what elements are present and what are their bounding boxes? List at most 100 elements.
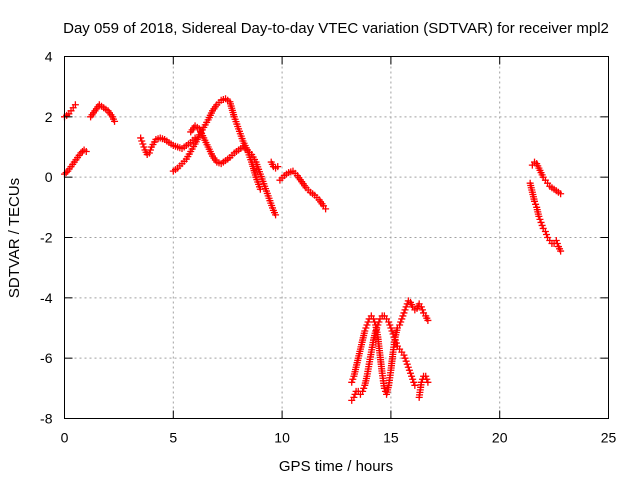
series-arc-l bbox=[528, 158, 565, 198]
data-point bbox=[350, 393, 358, 401]
data-point bbox=[410, 378, 418, 386]
data-point bbox=[359, 387, 367, 395]
data-point bbox=[404, 363, 412, 371]
data-point bbox=[409, 375, 417, 383]
data-point bbox=[401, 306, 409, 314]
data-point bbox=[82, 148, 90, 156]
data-point bbox=[402, 357, 410, 365]
data-point bbox=[400, 351, 408, 359]
data-point bbox=[396, 321, 404, 329]
data-point bbox=[364, 318, 372, 326]
y-axis-label: SDTVAR / TECUs bbox=[6, 178, 23, 298]
data-point bbox=[322, 205, 330, 213]
data-point bbox=[369, 315, 377, 323]
data-point bbox=[403, 360, 411, 368]
grid-lines bbox=[64, 56, 609, 419]
data-point bbox=[371, 318, 379, 326]
data-point bbox=[402, 303, 410, 311]
x-tick-label: 25 bbox=[601, 430, 617, 446]
series-arc-j bbox=[348, 297, 432, 398]
data-point bbox=[537, 218, 545, 226]
data-point bbox=[424, 316, 432, 324]
series-arc-m bbox=[526, 179, 565, 255]
data-point bbox=[552, 237, 560, 245]
data-point bbox=[388, 327, 396, 335]
data-point bbox=[417, 303, 425, 311]
data-point bbox=[399, 312, 407, 320]
data-point bbox=[140, 143, 148, 151]
data-point bbox=[542, 230, 550, 238]
y-tick-label: -4 bbox=[40, 290, 53, 306]
series-arc-k bbox=[415, 372, 432, 401]
data-point bbox=[531, 197, 539, 205]
series-arc-b bbox=[61, 146, 90, 178]
data-point bbox=[532, 200, 540, 208]
data-point bbox=[400, 309, 408, 317]
data-point bbox=[423, 375, 431, 383]
data-point bbox=[272, 211, 280, 219]
y-tick-label: -8 bbox=[40, 411, 53, 427]
data-point bbox=[361, 327, 369, 335]
data-point bbox=[77, 149, 85, 157]
data-point bbox=[111, 117, 119, 125]
data-point bbox=[401, 354, 409, 362]
data-point bbox=[403, 300, 411, 308]
data-point bbox=[411, 381, 419, 389]
data-point bbox=[387, 324, 395, 332]
data-point bbox=[349, 375, 357, 383]
x-axis-label: GPS time / hours bbox=[279, 458, 393, 475]
data-point bbox=[380, 384, 388, 392]
data-point bbox=[137, 134, 145, 142]
y-tick-label: 4 bbox=[45, 49, 53, 65]
axis-ticks bbox=[64, 56, 609, 419]
series-arc-d bbox=[137, 134, 199, 159]
data-point bbox=[146, 146, 154, 154]
y-tick-label: -6 bbox=[40, 350, 53, 366]
data-point bbox=[362, 324, 370, 332]
data-point bbox=[62, 169, 70, 177]
y-tick-labels: -8 -6 -4 -2 0 2 4 bbox=[40, 49, 53, 427]
data-point bbox=[408, 372, 416, 380]
x-tick-label: 5 bbox=[169, 430, 177, 446]
data-point bbox=[71, 101, 79, 109]
x-tick-label: 0 bbox=[61, 430, 69, 446]
series-arc-i bbox=[348, 312, 419, 404]
series-arc-f bbox=[187, 122, 280, 219]
data-point bbox=[363, 321, 371, 329]
data-point bbox=[385, 318, 393, 326]
x-tick-labels: 0 5 10 15 20 25 bbox=[61, 430, 617, 446]
y-tick-label: -2 bbox=[40, 230, 53, 246]
y-tick-label: 2 bbox=[45, 109, 53, 125]
x-tick-label: 10 bbox=[274, 430, 290, 446]
data-marks bbox=[61, 95, 565, 404]
data-point bbox=[145, 149, 153, 157]
data-point bbox=[557, 247, 565, 255]
data-point bbox=[538, 221, 546, 229]
data-point bbox=[406, 369, 414, 377]
x-tick-label: 20 bbox=[492, 430, 508, 446]
series-arc-c bbox=[87, 101, 119, 125]
series-arc-h bbox=[276, 167, 330, 213]
data-point bbox=[418, 306, 426, 314]
data-point bbox=[386, 321, 394, 329]
data-point bbox=[139, 140, 147, 148]
chart-title: Day 059 of 2018, Sidereal Day-to-day VTE… bbox=[63, 20, 609, 37]
data-point bbox=[348, 378, 356, 386]
y-tick-label: 0 bbox=[45, 169, 53, 185]
data-point bbox=[424, 378, 432, 386]
series-arc-g bbox=[267, 158, 282, 172]
data-point bbox=[405, 366, 413, 374]
data-point bbox=[138, 137, 146, 145]
data-point bbox=[536, 215, 544, 223]
data-point bbox=[535, 212, 543, 220]
series-arc-a bbox=[61, 101, 79, 121]
data-point bbox=[553, 240, 561, 248]
data-point bbox=[397, 318, 405, 326]
data-point bbox=[398, 315, 406, 323]
data-point bbox=[417, 378, 425, 386]
data-point bbox=[360, 384, 368, 392]
data-point bbox=[541, 227, 549, 235]
x-tick-label: 15 bbox=[383, 430, 399, 446]
data-point bbox=[422, 372, 430, 380]
